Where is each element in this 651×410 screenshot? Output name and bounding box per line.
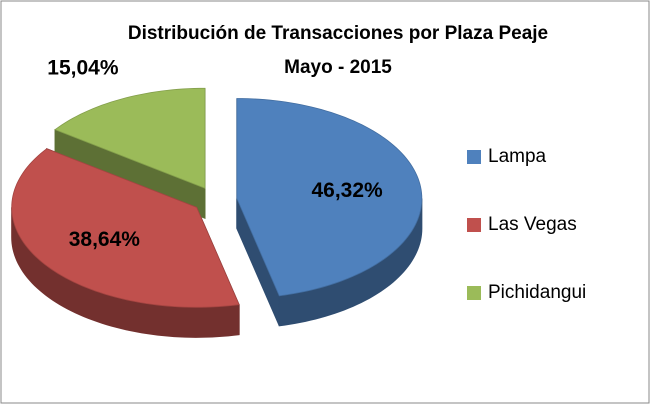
slice-tops [11,87,423,308]
legend-swatch [467,286,481,300]
slice [11,148,240,308]
slice [236,98,423,297]
data-label: 46,32% [311,179,383,202]
legend-label: Lampa [488,146,547,167]
legend-label: Pichidangui [488,282,586,303]
slice [54,87,206,189]
legend-swatch [467,218,481,232]
data-label: 15,04% [47,57,119,80]
legend-label: Las Vegas [488,214,577,235]
legend-swatch [467,150,481,164]
data-label: 38,64% [69,228,141,251]
chart-title: Distribución de Transacciones por Plaza … [128,23,548,44]
chart-subtitle: Mayo - 2015 [284,57,392,78]
